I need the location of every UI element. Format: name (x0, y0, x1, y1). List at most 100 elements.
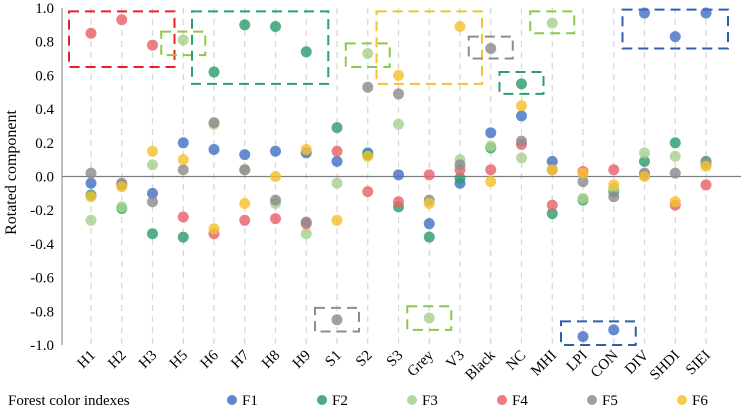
point-f5-s3 (393, 88, 404, 100)
y-tick-label: -0.8 (30, 304, 54, 320)
legend-label-f6: F6 (692, 393, 708, 409)
highlight-box-10 (529, 10, 576, 35)
x-tick-label-lpi: LPI (564, 348, 591, 375)
legend-label-f1: F1 (242, 393, 258, 409)
point-f4-h7 (239, 214, 251, 226)
y-tick-label: 1.0 (35, 1, 54, 17)
point-f4-h3 (147, 39, 158, 51)
point-f6-h8 (270, 171, 281, 182)
point-f4-mhi (546, 199, 558, 211)
highlight-boxes (68, 8, 729, 347)
point-f5-h9 (300, 216, 312, 228)
x-tick-label-h3: H3 (136, 348, 160, 372)
point-f3-h3 (147, 159, 158, 171)
point-f4-h1 (85, 27, 97, 39)
point-f2-h3 (147, 228, 158, 240)
point-f1-grey (423, 218, 435, 230)
point-f5-h5 (177, 164, 189, 176)
point-f3-mhi (546, 17, 558, 29)
point-f1-s3 (393, 169, 404, 181)
point-f4-con (608, 164, 620, 176)
legend-marker-f1 (227, 395, 237, 405)
point-f2-h9 (300, 46, 312, 58)
legend: Forest color indexes F1 F2 F3 F4 F5 F6 (8, 393, 708, 409)
point-f3-black (485, 140, 497, 152)
y-tick-label: 0.4 (35, 102, 54, 118)
point-f1-h6 (208, 144, 220, 156)
point-f1-lpi (577, 331, 589, 343)
point-f6-h7 (239, 197, 251, 209)
point-f2-h6 (208, 66, 220, 78)
point-f4-s1 (331, 145, 343, 157)
point-f3-grey (423, 312, 435, 324)
point-f2-h7 (239, 19, 251, 31)
point-f1-shdi (669, 31, 681, 43)
y-tick-label: -0.6 (30, 271, 54, 287)
legend-marker-f2 (317, 395, 327, 405)
point-f3-h1 (85, 214, 97, 226)
x-tick-label-shdi: SHDI (647, 348, 683, 384)
point-f2-shdi (669, 137, 681, 149)
x-tick-label-s2: S2 (353, 348, 376, 371)
highlight-box-11 (560, 320, 637, 347)
point-f2-h5 (177, 231, 189, 243)
point-f3-h9 (300, 228, 312, 240)
legend-marker-f5 (587, 395, 597, 405)
x-tick-label-h2: H2 (105, 348, 129, 372)
highlight-box-8 (467, 35, 514, 60)
y-tick-label: 0.8 (35, 35, 54, 51)
point-f4-s2 (362, 186, 374, 198)
point-f6-h6 (208, 223, 220, 235)
point-f5-h8 (270, 194, 281, 206)
point-f4-black (485, 164, 497, 176)
point-f3-s1 (331, 177, 343, 189)
highlight-box-12 (621, 8, 729, 50)
point-f2-v3 (454, 172, 466, 184)
y-tick-label: -0.4 (30, 237, 54, 253)
point-f4-s3 (393, 196, 404, 208)
point-f6-con (608, 179, 620, 191)
legend-label-f5: F5 (602, 393, 618, 409)
point-f5-h6 (208, 117, 220, 129)
point-f1-h1 (85, 177, 97, 189)
legend-marker-f6 (677, 395, 687, 405)
y-tick-label: 0.0 (35, 170, 54, 186)
point-f6-lpi (577, 167, 589, 179)
point-f5-h1 (85, 167, 97, 179)
x-tick-label-h9: H9 (290, 348, 314, 372)
point-f5-nc (516, 135, 527, 147)
x-tick-label-h6: H6 (198, 347, 223, 372)
point-f5-lpi (577, 176, 589, 188)
highlight-box-9 (498, 71, 545, 95)
x-tick-label-nc: NC (503, 348, 529, 374)
point-f2-grey (423, 231, 435, 243)
point-f6-s1 (331, 214, 343, 226)
highlight-box-4 (314, 306, 360, 333)
point-f3-h2 (116, 201, 128, 213)
point-f5-v3 (454, 159, 466, 171)
point-f6-h5 (177, 154, 189, 166)
point-f5-s2 (362, 81, 374, 93)
point-f2-s1 (331, 122, 343, 134)
point-f1-nc (516, 110, 527, 122)
highlight-box-7 (406, 305, 453, 331)
point-f4-siei (700, 179, 712, 191)
highlight-box-5 (344, 42, 391, 68)
point-f6-shdi (669, 196, 681, 208)
data-points (85, 7, 712, 343)
point-f6-v3 (454, 21, 466, 33)
x-tick-label-h8: H8 (259, 348, 283, 372)
point-f6-siei (700, 160, 712, 172)
point-f3-lpi (577, 192, 589, 204)
point-f3-div (639, 147, 650, 159)
x-tick-label-h7: H7 (228, 347, 253, 372)
point-f6-grey (423, 197, 435, 209)
point-f5-h7 (239, 164, 251, 176)
point-f4-grey (423, 169, 435, 181)
point-f3-h5 (177, 34, 189, 46)
point-f6-h2 (116, 181, 128, 193)
point-f1-h3 (147, 187, 158, 199)
point-f6-s2 (362, 150, 374, 162)
legend-label-f4: F4 (512, 393, 528, 409)
